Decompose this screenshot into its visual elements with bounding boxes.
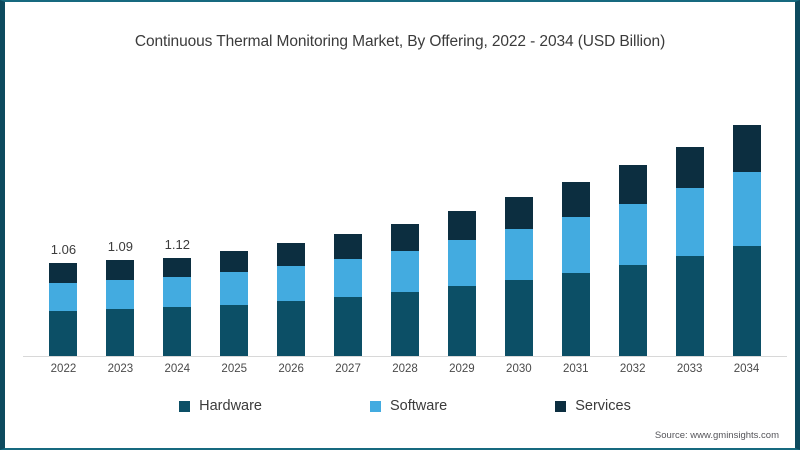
bar-segment-services-2028[interactable] <box>391 223 419 251</box>
bar-segment-software-2034[interactable] <box>732 171 761 247</box>
bar-segment-services-2030[interactable] <box>504 197 533 230</box>
bar-stack-2031[interactable] <box>561 182 590 357</box>
bar-segment-software-2030[interactable] <box>504 229 533 280</box>
bar-segment-hardware-2022[interactable] <box>49 310 78 357</box>
bar-segment-software-2027[interactable] <box>334 258 363 297</box>
bar-segment-software-2024[interactable] <box>163 277 192 308</box>
bar-segment-services-2027[interactable] <box>334 233 363 259</box>
bar-stack-2032[interactable] <box>618 165 647 357</box>
x-tick-2034: 2034 <box>733 363 760 375</box>
bar-segment-services-2025[interactable] <box>220 250 249 272</box>
x-tick-2033: 2033 <box>676 363 703 375</box>
bar-segment-hardware-2027[interactable] <box>334 296 363 357</box>
legend-label-services: Services <box>575 398 631 414</box>
legend-label-hardware: Hardware <box>199 398 262 414</box>
bar-stack-2026[interactable] <box>277 242 306 357</box>
bar-stack-2022[interactable]: 1.06 <box>49 242 78 357</box>
bar-segment-services-2026[interactable] <box>277 242 306 266</box>
bar-segment-software-2033[interactable] <box>675 188 704 256</box>
bar-segment-hardware-2031[interactable] <box>561 272 590 357</box>
bar-segment-services-2034[interactable] <box>732 125 761 172</box>
x-tick-2029: 2029 <box>449 363 475 375</box>
x-tick-2030: 2030 <box>506 363 532 375</box>
bar-segment-services-2029[interactable] <box>447 210 476 240</box>
legend-item-services[interactable]: Services <box>555 398 631 414</box>
source-note: Source: www.gminsights.com <box>654 430 779 441</box>
bar-segment-software-2031[interactable] <box>561 216 590 273</box>
bar-stack-2027[interactable] <box>334 233 363 357</box>
legend-label-software: Software <box>390 398 448 414</box>
bar-stack-2025[interactable] <box>220 250 249 357</box>
bar-segment-hardware-2024[interactable] <box>163 307 192 357</box>
bar-stack-2024[interactable]: 1.12 <box>163 237 192 357</box>
bar-segment-software-2023[interactable] <box>106 279 135 310</box>
chart-legend: Hardware Software Services <box>5 398 795 414</box>
bar-value-label-2024: 1.12 <box>164 236 190 252</box>
bar-segment-hardware-2029[interactable] <box>447 286 476 357</box>
legend-item-hardware[interactable]: Hardware <box>179 398 262 414</box>
bar-value-label-2022: 1.06 <box>50 241 77 257</box>
bar-segment-hardware-2028[interactable] <box>391 292 419 357</box>
x-axis-tick-labels: 2022 2023 2024 2025 2026 2027 2028 2029 2030 2031… <box>35 363 775 383</box>
bar-stack-2029[interactable] <box>447 210 476 357</box>
bar-stack-2028[interactable] <box>391 223 419 357</box>
bar-stack-2034[interactable] <box>732 125 761 357</box>
bar-segment-services-2024[interactable] <box>163 257 192 278</box>
bar-segment-software-2028[interactable] <box>391 250 419 293</box>
bar-segment-services-2022[interactable] <box>49 262 78 283</box>
legend-swatch-software <box>370 400 381 412</box>
bar-segment-hardware-2026[interactable] <box>277 301 306 357</box>
bar-stack-2023[interactable]: 1.09 <box>106 239 135 357</box>
x-tick-2031: 2031 <box>562 363 589 375</box>
bar-segment-hardware-2033[interactable] <box>675 255 704 357</box>
bar-segment-software-2025[interactable] <box>220 271 249 305</box>
x-tick-2032: 2032 <box>619 363 646 375</box>
x-tick-2023: 2023 <box>107 363 134 375</box>
legend-swatch-services <box>555 400 567 412</box>
x-tick-2025: 2025 <box>221 363 248 375</box>
bar-segment-services-2032[interactable] <box>618 165 647 204</box>
bar-segment-hardware-2025[interactable] <box>220 304 249 357</box>
x-tick-2027: 2027 <box>335 363 361 375</box>
x-tick-2024: 2024 <box>164 363 191 375</box>
plot-area: 1.06 1.09 1.12 <box>35 82 775 357</box>
legend-item-software[interactable]: Software <box>370 398 447 414</box>
legend-swatch-hardware <box>179 400 191 412</box>
x-tick-2028: 2028 <box>392 363 418 375</box>
x-tick-2026: 2026 <box>278 363 304 375</box>
bar-segment-services-2031[interactable] <box>561 182 590 217</box>
bar-segment-software-2032[interactable] <box>618 203 647 265</box>
x-tick-2022: 2022 <box>50 363 77 375</box>
bar-segment-software-2022[interactable] <box>49 282 78 311</box>
bar-segment-services-2023[interactable] <box>106 260 135 280</box>
bar-segment-software-2029[interactable] <box>447 239 476 287</box>
bar-stack-2030[interactable] <box>504 197 533 357</box>
bar-segment-hardware-2032[interactable] <box>618 264 647 357</box>
bar-segment-services-2033[interactable] <box>675 146 704 189</box>
bar-segment-hardware-2034[interactable] <box>732 246 761 357</box>
bar-segment-software-2026[interactable] <box>277 265 306 302</box>
chart-title: Continuous Thermal Monitoring Market, By… <box>134 33 666 50</box>
bar-segment-hardware-2023[interactable] <box>106 309 135 357</box>
bar-stack-2033[interactable] <box>675 146 704 357</box>
x-axis-line <box>23 356 787 357</box>
bar-segment-hardware-2030[interactable] <box>504 279 533 357</box>
bar-value-label-2023: 1.09 <box>107 239 134 255</box>
